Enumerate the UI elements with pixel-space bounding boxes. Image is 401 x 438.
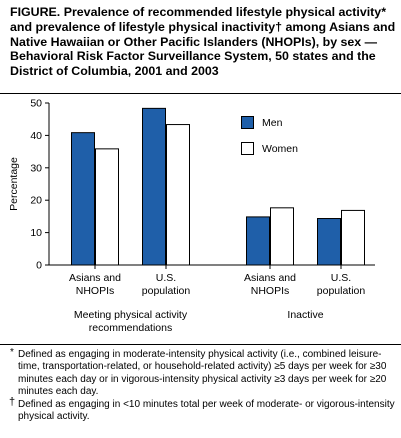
y-tick-label-0: 0 <box>36 260 42 272</box>
x-tick-label-2-line2: NHOPIs <box>251 285 290 297</box>
x-tick-label-2-line1: Asians and <box>244 272 296 284</box>
figure-title-mark2: † <box>275 19 283 34</box>
top-rule <box>0 93 401 94</box>
footnote-2: † Defined as engaging in <10 minutes tot… <box>9 395 396 424</box>
bar-women-2 <box>270 207 294 266</box>
x-tick-label-3-line2: population <box>317 285 366 297</box>
footnote-1-text: Defined as engaging in moderate-intensit… <box>18 349 387 398</box>
figure-title: FIGURE. Prevalence of recommended lifest… <box>10 5 396 79</box>
footnote-2-mark: † <box>9 395 16 408</box>
footnote-2-text: Defined as engaging in <10 minutes total… <box>18 398 395 423</box>
bar-men-0 <box>71 132 95 266</box>
legend-swatch-men <box>241 116 254 129</box>
figure-title-part3: among Asians and Native Hawaiian or Othe… <box>10 19 396 79</box>
figure-title-part2: and prevalence of lifestyle physical ina… <box>10 19 276 34</box>
legend-label-women: Women <box>262 143 298 155</box>
bar-women-1 <box>166 124 190 266</box>
y-axis-label: Percentage <box>8 157 20 211</box>
y-tick-label-2: 20 <box>30 195 42 207</box>
x-tick-label-3-line1: U.S. <box>331 272 351 284</box>
x-tick-label-0-line1: Asians and <box>69 272 121 284</box>
figure-title-mark1: * <box>381 5 387 19</box>
footnote-1-mark: * <box>10 347 14 358</box>
legend-swatch-women <box>241 142 254 155</box>
y-tick-label-1: 10 <box>30 227 42 239</box>
y-tick-label-4: 40 <box>30 130 42 142</box>
bar-women-0 <box>95 148 119 266</box>
group-label-0-line1: Meeting physical activity <box>74 309 188 321</box>
group-label-0-line2: recommendations <box>89 322 172 334</box>
bottom-rule <box>0 344 401 345</box>
bar-men-3 <box>317 218 341 266</box>
x-tick-label-1-line2: population <box>142 285 191 297</box>
footnote-1: * Defined as engaging in moderate-intens… <box>10 347 396 399</box>
y-tick-label-3: 30 <box>30 162 42 174</box>
x-tick-label-1-line1: U.S. <box>156 272 176 284</box>
legend-label-men: Men <box>262 117 283 129</box>
bar-men-2 <box>246 216 270 266</box>
y-tick-label-5: 50 <box>30 98 42 110</box>
x-tick-label-0-line2: NHOPIs <box>76 285 115 297</box>
group-label-1-line1: Inactive <box>287 309 323 321</box>
footnotes: * Defined as engaging in moderate-intens… <box>9 347 396 424</box>
figure-title-lead: FIGURE. <box>10 5 61 19</box>
bar-women-3 <box>341 209 365 266</box>
bar-men-1 <box>142 107 166 266</box>
figure-title-part1: Prevalence of recommended lifestyle phys… <box>60 5 382 19</box>
